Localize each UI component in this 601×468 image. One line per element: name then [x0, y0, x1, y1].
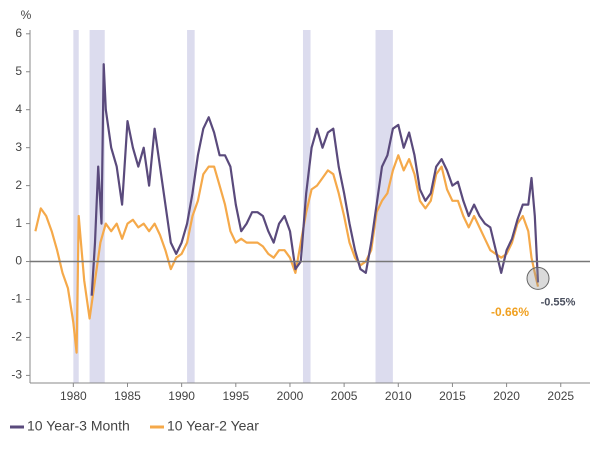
end-label: -0.66% — [491, 305, 529, 319]
y-tick-label: 5 — [15, 64, 22, 78]
series-line — [90, 63, 540, 296]
x-tick-label: 1990 — [168, 389, 195, 403]
y-tick-label: 4 — [15, 102, 22, 116]
x-tick-label: 1995 — [222, 389, 249, 403]
x-tick-label: 2005 — [331, 389, 358, 403]
legend-label: 10 Year-3 Month — [27, 418, 130, 434]
y-unit: % — [21, 8, 32, 22]
x-tick-label: 2015 — [439, 389, 466, 403]
y-tick-label: 3 — [15, 140, 22, 154]
y-tick-label: -3 — [11, 368, 22, 382]
y-tick-label: 6 — [15, 26, 22, 40]
x-tick-label: 1985 — [114, 389, 141, 403]
end-label: -0.55% — [541, 296, 576, 308]
end-marker — [526, 266, 550, 290]
recession-band — [73, 30, 79, 383]
recession-band — [375, 30, 393, 383]
x-tick-label: 2020 — [493, 389, 520, 403]
y-tick-label: 1 — [15, 216, 22, 230]
x-tick-label: 2010 — [385, 389, 412, 403]
y-tick-label: -2 — [11, 330, 22, 344]
y-tick-label: 2 — [15, 178, 22, 192]
series-line — [34, 154, 540, 354]
x-tick-label: 2025 — [547, 389, 574, 403]
x-tick-label: 1980 — [60, 389, 87, 403]
legend-label: 10 Year-2 Year — [167, 418, 259, 434]
y-tick-label: 0 — [15, 254, 22, 268]
x-tick-label: 2000 — [277, 389, 304, 403]
y-tick-label: -1 — [11, 292, 22, 306]
